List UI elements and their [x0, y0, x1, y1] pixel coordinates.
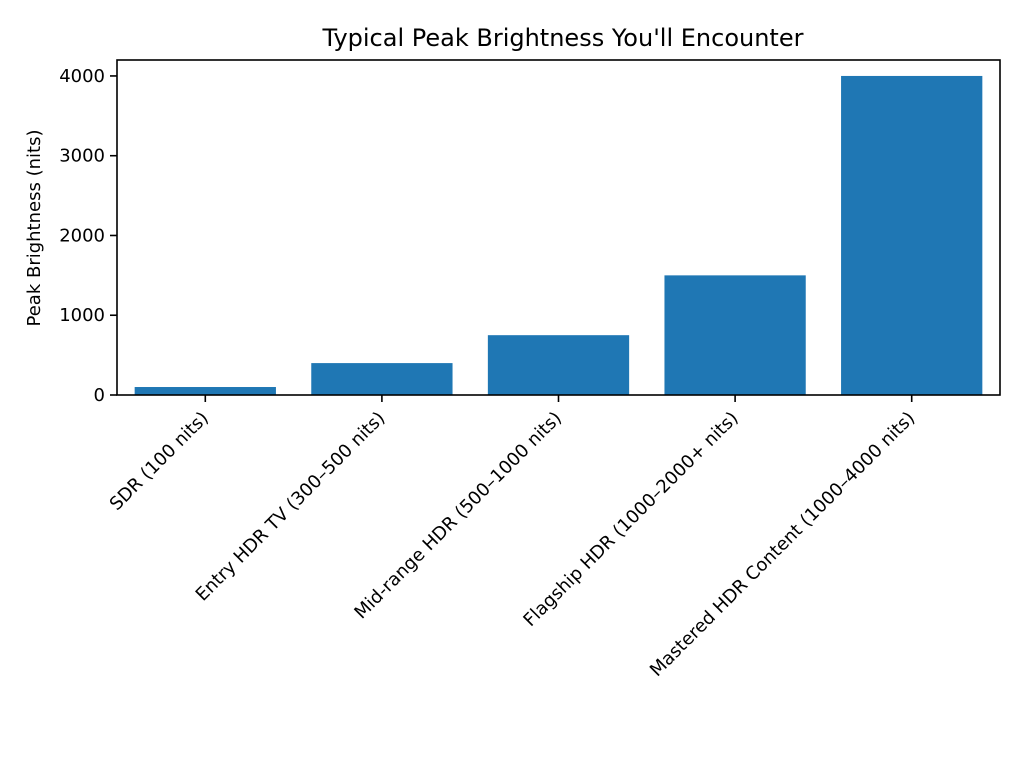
y-tick-label-3: 3000 — [59, 146, 105, 167]
x-tick-label-0: SDR (100 nits) — [106, 408, 213, 515]
y-tick-label-4: 4000 — [59, 66, 105, 87]
y-tick-label-0: 0 — [94, 385, 105, 406]
x-tick-label-2: Mid-range HDR (500–1000 nits) — [350, 408, 566, 624]
y-axis-label: Peak Brightness (nits) — [24, 130, 45, 327]
y-tick-label-2: 2000 — [59, 225, 105, 246]
y-tick-label-1: 1000 — [59, 305, 105, 326]
x-tick-label-3: Flagship HDR (1000–2000+ nits) — [519, 408, 742, 631]
bar-2 — [487, 335, 630, 395]
bar-0 — [134, 387, 276, 395]
x-axis: SDR (100 nits)Entry HDR TV (300–500 nits… — [106, 395, 919, 681]
chart-title: Typical Peak Brightness You'll Encounter — [322, 24, 804, 52]
bar-4 — [841, 75, 983, 395]
bars-layer — [134, 75, 983, 395]
plot-area-frame — [116, 59, 1001, 396]
bar-3 — [664, 275, 806, 395]
y-axis: 0 1000 2000 3000 4000 — [59, 66, 117, 406]
x-tick-label-1: Entry HDR TV (300–500 nits) — [192, 408, 390, 606]
bar-1 — [311, 363, 453, 395]
